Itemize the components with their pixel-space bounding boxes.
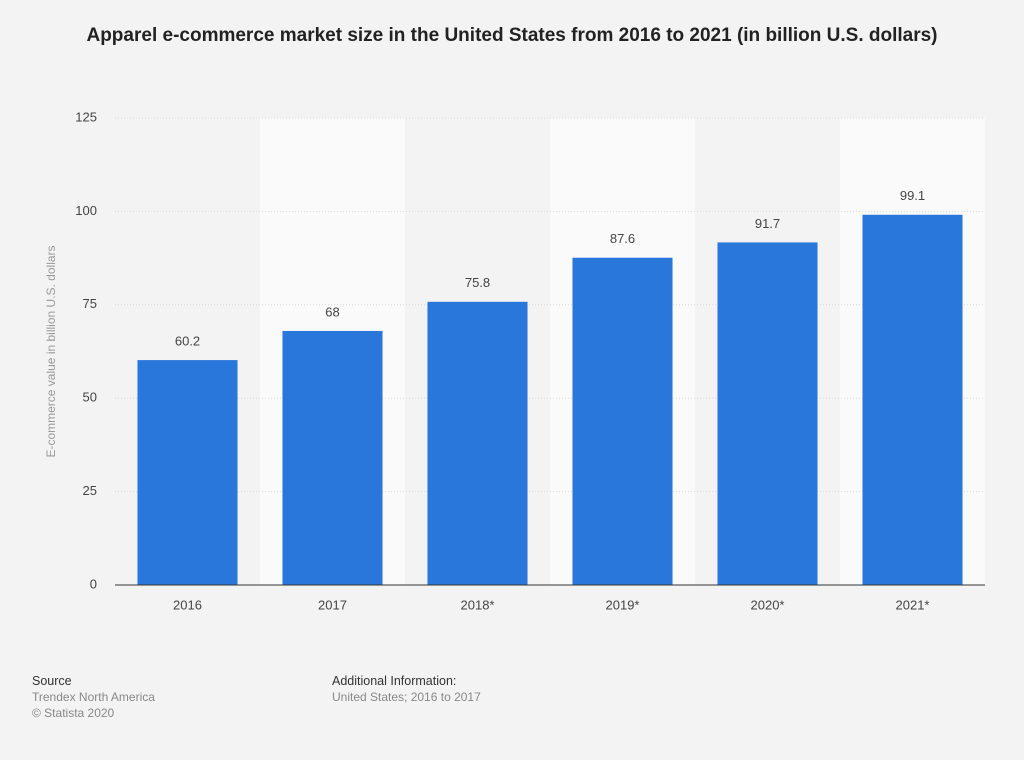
data-label: 68 [325,304,339,319]
bar [282,330,383,585]
chart: 0 25 50 75 100 125 E-commerce value in billion… [44,109,985,612]
x-tick-label: 2020* [751,597,785,612]
y-tick-label: 25 [83,483,97,498]
x-tick-label: 2019* [606,597,640,612]
y-tick-label: 100 [75,203,97,218]
x-tick-label: 2018* [461,597,495,612]
info-line: United States; 2016 to 2017 [332,690,481,704]
bar [137,360,238,585]
y-tick-label: 75 [83,296,97,311]
data-label: 87.6 [610,231,635,246]
info-heading: Additional Information: [332,674,457,688]
source-line: © Statista 2020 [32,706,115,720]
data-label: 60.2 [175,334,200,349]
chart-title: Apparel e-commerce market size in the Un… [86,25,938,46]
x-tick-label: 2016 [173,597,202,612]
y-tick-label: 0 [90,576,97,591]
y-axis-label: E-commerce value in billion U.S. dollars [44,245,58,457]
data-label: 91.7 [755,216,780,231]
source-line: Trendex North America [32,690,155,704]
y-tick-label: 125 [75,109,97,124]
bar [572,257,673,585]
data-label: 99.1 [900,188,925,203]
bar [427,301,528,585]
y-tick-label: 50 [83,390,97,405]
bar [862,214,963,586]
source-block: Source Trendex North America © Statista … [32,673,155,721]
info-block: Additional Information: United States; 2… [332,673,481,705]
bar [717,242,818,585]
data-label: 75.8 [465,275,490,290]
source-heading: Source [32,674,72,688]
x-tick-label: 2021* [896,597,930,612]
x-tick-label: 2017 [318,597,347,612]
